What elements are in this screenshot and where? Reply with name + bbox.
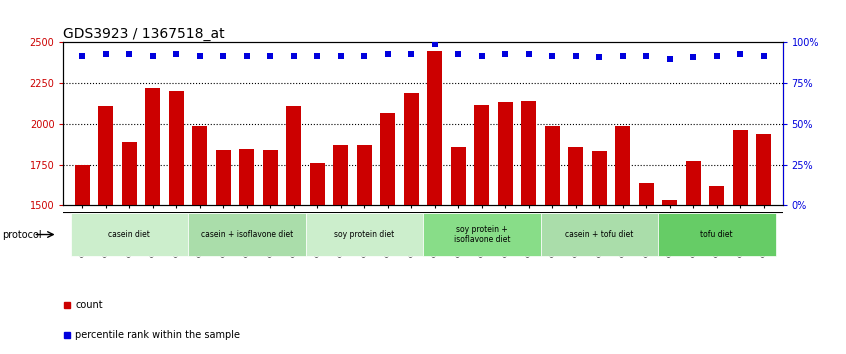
Text: percentile rank within the sample: percentile rank within the sample bbox=[75, 330, 240, 339]
Bar bbox=[451, 147, 466, 354]
Point bbox=[546, 53, 559, 58]
Bar bbox=[286, 106, 301, 354]
Point bbox=[99, 51, 113, 57]
Bar bbox=[662, 200, 678, 354]
Bar bbox=[310, 163, 325, 354]
Point bbox=[358, 53, 371, 58]
Bar bbox=[98, 106, 113, 354]
Text: tofu diet: tofu diet bbox=[700, 230, 733, 239]
Bar bbox=[74, 165, 90, 354]
Text: GDS3923 / 1367518_at: GDS3923 / 1367518_at bbox=[63, 28, 225, 41]
Text: count: count bbox=[75, 299, 103, 310]
Bar bbox=[639, 183, 654, 354]
Text: casein + tofu diet: casein + tofu diet bbox=[565, 230, 634, 239]
Point bbox=[640, 53, 653, 58]
Bar bbox=[404, 93, 419, 354]
Text: soy protein +
isoflavone diet: soy protein + isoflavone diet bbox=[453, 225, 510, 244]
Point bbox=[169, 51, 183, 57]
Point bbox=[663, 56, 677, 62]
Text: protocol: protocol bbox=[3, 229, 42, 240]
Bar bbox=[474, 105, 489, 354]
Bar bbox=[756, 134, 772, 354]
Point bbox=[404, 51, 418, 57]
Point bbox=[310, 53, 324, 58]
Bar bbox=[333, 145, 349, 354]
Bar bbox=[423, 213, 541, 256]
Bar bbox=[541, 213, 658, 256]
Bar bbox=[70, 213, 188, 256]
Point bbox=[263, 53, 277, 58]
Bar bbox=[709, 186, 724, 354]
Text: casein + isoflavone diet: casein + isoflavone diet bbox=[201, 230, 293, 239]
Point bbox=[710, 53, 723, 58]
Bar bbox=[521, 101, 536, 354]
Point bbox=[475, 53, 488, 58]
Point bbox=[123, 51, 136, 57]
Bar bbox=[262, 150, 277, 354]
Point bbox=[240, 53, 254, 58]
Point bbox=[334, 53, 348, 58]
Bar bbox=[188, 213, 305, 256]
Point bbox=[193, 53, 206, 58]
Point bbox=[498, 51, 512, 57]
Point bbox=[522, 51, 536, 57]
Point bbox=[146, 53, 160, 58]
Bar bbox=[357, 145, 372, 354]
Point bbox=[428, 41, 442, 47]
Bar bbox=[658, 213, 776, 256]
Bar bbox=[122, 142, 137, 354]
Bar bbox=[591, 151, 607, 354]
Bar bbox=[427, 51, 442, 354]
Text: soy protein diet: soy protein diet bbox=[334, 230, 394, 239]
Point bbox=[757, 53, 771, 58]
Point bbox=[381, 51, 394, 57]
Point bbox=[616, 53, 629, 58]
Point bbox=[592, 54, 606, 60]
Bar bbox=[216, 150, 231, 354]
Bar bbox=[380, 113, 395, 354]
Point bbox=[733, 51, 747, 57]
Point bbox=[217, 53, 230, 58]
Bar bbox=[497, 102, 513, 354]
Text: casein diet: casein diet bbox=[108, 230, 151, 239]
Point bbox=[569, 53, 583, 58]
Bar bbox=[239, 149, 255, 354]
Point bbox=[75, 53, 89, 58]
Point bbox=[686, 54, 700, 60]
Bar bbox=[305, 213, 423, 256]
Point bbox=[287, 53, 300, 58]
Bar bbox=[192, 126, 207, 354]
Bar bbox=[615, 126, 630, 354]
Bar bbox=[685, 161, 700, 354]
Bar bbox=[569, 147, 584, 354]
Bar bbox=[168, 91, 184, 354]
Bar bbox=[146, 88, 161, 354]
Bar bbox=[733, 130, 748, 354]
Bar bbox=[545, 126, 560, 354]
Point bbox=[452, 51, 465, 57]
